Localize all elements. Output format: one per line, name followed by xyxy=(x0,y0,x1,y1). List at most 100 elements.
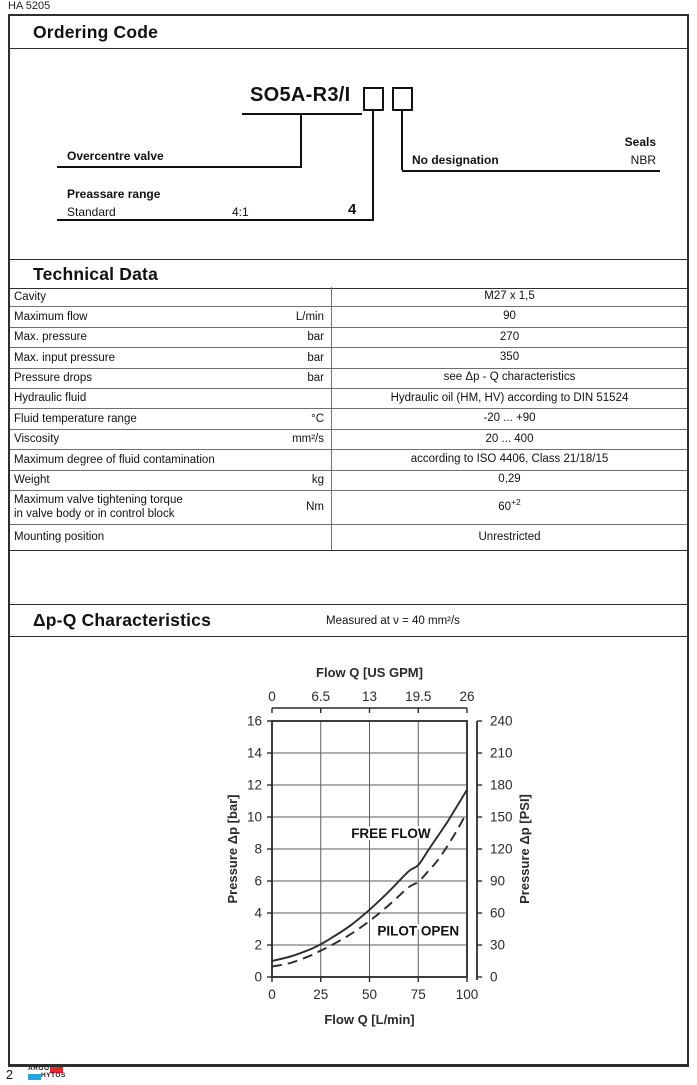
curve-pilot-open xyxy=(271,811,468,968)
table-cell-parameter: Pressure drops bar xyxy=(10,368,332,388)
table-cell-parameter: Hydraulic fluid xyxy=(10,388,332,409)
table-cell-value: Unrestricted xyxy=(478,530,541,543)
seal-value: NBR xyxy=(630,153,656,167)
table-row: Maximum valve tightening torque in valve … xyxy=(10,490,687,525)
argo-hytos-logo: ARGO HYTOS xyxy=(28,1066,66,1080)
top-axis-tick-label: 26 xyxy=(459,689,474,704)
dpq-title: Δp-Q Characteristics xyxy=(33,610,212,630)
pressure-range-name: Standard xyxy=(67,205,116,219)
table-cell-value: 270 xyxy=(499,330,520,343)
doc-number: HA 5205 xyxy=(8,0,51,12)
left-axis-tick-label: 10 xyxy=(247,810,262,825)
dpq-chart-svg: Flow Q [US GPM] 0 6.5 13 19.5 26 0 2 4 6 8 10 12 14 16… xyxy=(225,665,532,1027)
top-axis-tick-label: 6.5 xyxy=(311,689,330,704)
technical-data-table: Cavity M27 x 1,5 Maximum flow L/min 90 Max. p… xyxy=(10,287,687,551)
logo-text-argo: ARGO xyxy=(28,1065,50,1073)
table-cell-unit: L/min xyxy=(295,311,324,324)
top-axis-tick-label: 0 xyxy=(268,689,276,704)
table-cell-parameter: Mounting position xyxy=(10,524,332,550)
table-cell-parameter: Maximum valve tightening torque in valve … xyxy=(10,490,332,524)
bottom-axis-tick-label: 25 xyxy=(313,987,328,1002)
overcentre-valve-label: Overcentre valve xyxy=(67,149,164,163)
table-cell-parameter: Viscosity mm²/s xyxy=(10,429,332,450)
code-underline xyxy=(242,113,362,115)
table-row: Pressure drops bar see Δp - Q characterist… xyxy=(10,368,687,389)
left-axis-tick-label: 12 xyxy=(247,778,262,793)
connector-line xyxy=(401,109,403,170)
connector-line xyxy=(402,170,660,172)
dpq-subtitle: Measured at ν = 40 mm²/s xyxy=(326,614,460,627)
right-axis-title: Pressure Δp [PSI] xyxy=(517,794,532,904)
left-axis-tick-label: 14 xyxy=(247,746,263,761)
table-cell-value: M27 x 1,5 xyxy=(484,289,535,302)
table-row: Mounting position Unrestricted xyxy=(10,524,687,550)
ordering-code-title: Ordering Code xyxy=(33,21,159,42)
connector-line xyxy=(57,166,302,168)
left-axis-tick-label: 6 xyxy=(254,874,262,889)
logo-text-hytos: HYTOS xyxy=(41,1072,66,1080)
top-axis-title: Flow Q [US GPM] xyxy=(316,665,423,680)
series-label-pilot-open: PILOT OPEN xyxy=(377,924,459,939)
table-cell-parameter: Maximum degree of fluid contamination xyxy=(10,450,332,470)
right-axis-tick-label: 180 xyxy=(490,778,513,793)
table-cell-value: 60+2 xyxy=(498,496,521,513)
dpq-header: Δp-Q Characteristics Measured at ν = 40 … xyxy=(10,604,687,637)
right-axis-tick-label: 30 xyxy=(490,938,505,953)
table-row: Maximum degree of fluid contamination acc… xyxy=(10,450,687,471)
right-axis-tick-label: 0 xyxy=(490,970,498,985)
connector-line xyxy=(372,109,374,220)
left-axis-tick-label: 0 xyxy=(254,970,262,985)
table-cell-value: 90 xyxy=(503,310,516,323)
table-cell-parameter: Cavity xyxy=(10,287,332,307)
table-row: Fluid temperature range °C -20 ... +90 xyxy=(10,409,687,430)
dpq-chart: Flow Q [US GPM] 0 6.5 13 19.5 26 0 2 4 6 8 10 12 14 16… xyxy=(10,635,687,1064)
technical-data-title: Technical Data xyxy=(33,263,159,284)
seals-title: Seals xyxy=(624,135,656,149)
table-cell-unit: bar xyxy=(307,331,324,344)
bottom-axis-tick-label: 75 xyxy=(411,987,426,1002)
technical-data-header: Technical Data xyxy=(10,259,687,289)
logo-blue-block xyxy=(28,1073,41,1080)
bottom-axis-title: Flow Q [L/min] xyxy=(324,1012,414,1027)
bottom-axis-tick-label: 100 xyxy=(456,987,479,1002)
no-designation-label: No designation xyxy=(412,153,499,167)
table-row: Viscosity mm²/s 20 ... 400 xyxy=(10,429,687,451)
table-cell-parameter: Max. input pressure bar xyxy=(10,348,332,368)
ordering-code-header: Ordering Code xyxy=(10,16,687,49)
table-cell-unit: bar xyxy=(307,372,324,385)
table-cell-parameter: Max. pressure bar xyxy=(10,327,332,348)
connector-line xyxy=(57,219,374,221)
table-cell-value: according to ISO 4406, Class 21/18/15 xyxy=(410,452,609,465)
top-axis-tick-label: 19.5 xyxy=(405,689,431,704)
table-cell-unit: Nm xyxy=(306,501,324,514)
right-axis-tick-label: 210 xyxy=(490,746,513,761)
ordering-code-value: SO5A-R3/I xyxy=(250,84,351,106)
table-row: Weight kg 0,29 xyxy=(10,470,687,491)
ordering-box-2 xyxy=(392,87,413,111)
table-row: Max. input pressure bar 350 xyxy=(10,348,687,369)
right-axis-tick-label: 60 xyxy=(490,906,505,921)
bottom-axis-tick-label: 0 xyxy=(268,987,276,1002)
pressure-range-digit: 4 xyxy=(348,201,357,218)
connector-line xyxy=(300,115,302,167)
table-row: Maximum flow L/min 90 xyxy=(10,307,687,328)
table-cell-value: -20 ... +90 xyxy=(483,412,536,425)
curve-free-flow xyxy=(271,789,468,962)
table-cell-unit: mm²/s xyxy=(292,433,324,446)
table-cell-value: 20 ... 400 xyxy=(485,432,534,445)
top-axis-tick-label: 13 xyxy=(362,689,377,704)
logo-red-block xyxy=(49,1066,63,1073)
table-row: Hydraulic fluid Hydraulic oil (HM, HV) ac… xyxy=(10,388,687,410)
series-label-free-flow: FREE FLOW xyxy=(351,826,431,841)
table-row: Cavity M27 x 1,5 xyxy=(10,287,687,308)
table-cell-unit: bar xyxy=(307,351,324,364)
bottom-axis-tick-label: 50 xyxy=(362,987,377,1002)
pressure-range-title: Preassare range xyxy=(67,187,161,201)
left-axis-title: Pressure Δp [bar] xyxy=(225,794,240,903)
right-axis-tick-label: 150 xyxy=(490,810,513,825)
table-cell-parameter: Weight kg xyxy=(10,470,332,490)
right-axis-tick-label: 120 xyxy=(490,842,513,857)
table-cell-value: Hydraulic oil (HM, HV) according to DIN … xyxy=(390,391,629,404)
pressure-range-ratio: 4:1 xyxy=(232,205,249,219)
page-number: 2 xyxy=(6,1068,13,1082)
